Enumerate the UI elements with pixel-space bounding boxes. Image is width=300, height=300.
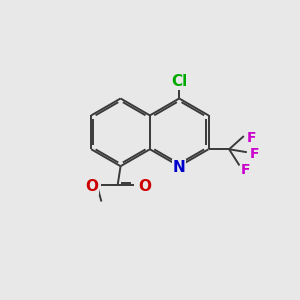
Text: O: O: [85, 179, 98, 194]
Text: Cl: Cl: [171, 74, 187, 89]
Text: F: F: [247, 130, 256, 145]
Text: F: F: [250, 147, 259, 161]
Text: F: F: [241, 163, 250, 177]
Text: O: O: [138, 179, 151, 194]
Text: N: N: [173, 160, 186, 175]
